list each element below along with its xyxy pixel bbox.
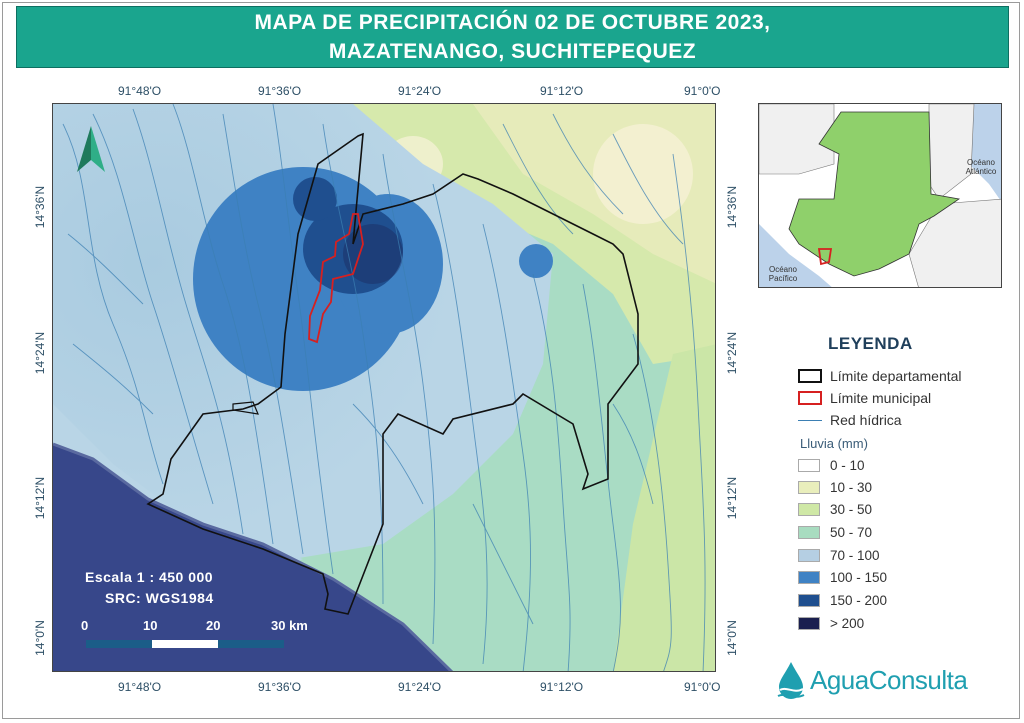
legend-title: LEYENDA: [828, 334, 913, 353]
rain-class: 70 - 100: [798, 547, 880, 564]
pacific-ocean: [759, 224, 832, 287]
rain-class: 0 - 10: [798, 457, 865, 474]
lat-tick-left: 14°0'N: [33, 620, 47, 656]
legend-item: Límite departamental: [798, 367, 962, 385]
lon-tick-top: 91°12'O: [540, 84, 584, 98]
zone-30-50: [613, 344, 715, 671]
rain-swatch: [798, 571, 820, 584]
main-map-svg: [53, 104, 715, 671]
rain-swatch: [798, 617, 820, 630]
rain-class-label: 150 - 200: [830, 593, 888, 608]
lat-tick-left: 14°36'N: [33, 185, 47, 229]
atlantic-label: Océano Atlántico: [965, 158, 997, 176]
lon-tick-bottom: 91°12'O: [540, 680, 584, 694]
rain-legend-title: Lluvia (mm): [800, 436, 868, 451]
municipal-line-symbol: [798, 391, 822, 405]
legend-label: Límite departamental: [830, 368, 962, 384]
department-boundary: [232, 401, 259, 415]
zone-100-150: [519, 244, 553, 278]
lon-tick-bottom: 91°48'O: [118, 680, 162, 694]
municipal-boundary: [308, 213, 364, 344]
scale-tick: 30 km: [271, 618, 308, 633]
scale-tick: 0: [81, 618, 89, 633]
lon-tick-bottom: 91°0'O: [684, 680, 721, 694]
zone-150-200: [293, 177, 337, 221]
legend-label: Límite municipal: [830, 390, 932, 406]
rain-class-label: 0 - 10: [830, 458, 865, 473]
lon-tick-bottom: 91°36'O: [258, 680, 302, 694]
ocean: [53, 444, 451, 671]
title-banner: MAPA DE PRECIPITACIÓN 02 DE OCTUBRE 2023…: [16, 6, 1009, 68]
lon-tick-top: 91°0'O: [684, 84, 721, 98]
rain-class-label: 50 - 70: [830, 525, 873, 540]
rain-swatch: [798, 549, 820, 562]
rain-class: 30 - 50: [798, 501, 872, 518]
rain-class: 150 - 200: [798, 592, 887, 609]
rain-swatch: [798, 526, 820, 539]
rain-swatch: [798, 503, 820, 516]
river-line-symbol: [798, 419, 822, 421]
scale-bar: [86, 640, 284, 648]
department-boundary: [146, 132, 639, 615]
rain-class: 50 - 70: [798, 524, 872, 541]
rain-class-label: 70 - 100: [830, 548, 880, 563]
guatemala-shape: [788, 111, 961, 277]
logo-text: AguaConsulta: [810, 664, 968, 695]
lat-tick-right: 14°12'N: [725, 476, 739, 520]
rain-swatch: [798, 481, 820, 494]
crs-label: SRC: WGS1984: [105, 590, 214, 606]
zone-over-200: [343, 224, 403, 284]
north-arrow-icon: [77, 126, 105, 172]
legend-item: Red hídrica: [798, 411, 902, 429]
department-line-symbol: [798, 369, 822, 383]
legend-label: Red hídrica: [830, 412, 902, 428]
lat-tick-right: 14°0'N: [725, 620, 739, 656]
legend-item: Límite municipal: [798, 389, 931, 407]
rain-class-label: > 200: [830, 616, 865, 631]
title-line-1: MAPA DE PRECIPITACIÓN 02 DE OCTUBRE 2023…: [254, 11, 771, 34]
scale-tick: 10: [143, 618, 158, 633]
zone-0-10: [593, 124, 693, 224]
lat-tick-right: 14°36'N: [725, 185, 739, 229]
title-line-2: MAZATENANGO, SUCHITEPEQUEZ: [328, 40, 697, 63]
river-network: [62, 104, 706, 671]
rain-class: 10 - 30: [798, 479, 872, 496]
rain-class: 100 - 150: [798, 569, 887, 586]
water-drop-icon: [777, 662, 805, 699]
scale-tick: 20: [206, 618, 221, 633]
lon-tick-top: 91°24'O: [398, 84, 442, 98]
lon-tick-bottom: 91°24'O: [398, 680, 442, 694]
scale-label: Escala 1 : 450 000: [85, 569, 214, 585]
rain-class-label: 10 - 30: [830, 480, 873, 495]
zone-150-200: [303, 204, 403, 294]
rain-swatch: [798, 594, 820, 607]
rain-class-label: 30 - 50: [830, 502, 873, 517]
rain-swatch: [798, 459, 820, 472]
rain-class: > 200: [798, 615, 864, 632]
lat-tick-left: 14°24'N: [33, 331, 47, 375]
coastline: [53, 442, 454, 671]
lat-tick-right: 14°24'N: [725, 331, 739, 375]
lon-tick-top: 91°36'O: [258, 84, 302, 98]
atlantic-ocean: [969, 104, 1001, 202]
rain-class-label: 100 - 150: [830, 570, 888, 585]
study-area-marker: [817, 248, 833, 266]
lat-tick-left: 14°12'N: [33, 476, 47, 520]
pacific-label: Océano Pacífico: [768, 265, 798, 283]
main-map[interactable]: Escala 1 : 450 000 SRC: WGS1984 0 10 20 …: [52, 103, 716, 672]
inset-map[interactable]: Océano Atlántico Océano Pacífico: [758, 103, 1002, 288]
inset-map-svg: [759, 104, 1001, 287]
lon-tick-top: 91°48'O: [118, 84, 162, 98]
agua-consulta-logo: AguaConsulta: [776, 660, 968, 700]
